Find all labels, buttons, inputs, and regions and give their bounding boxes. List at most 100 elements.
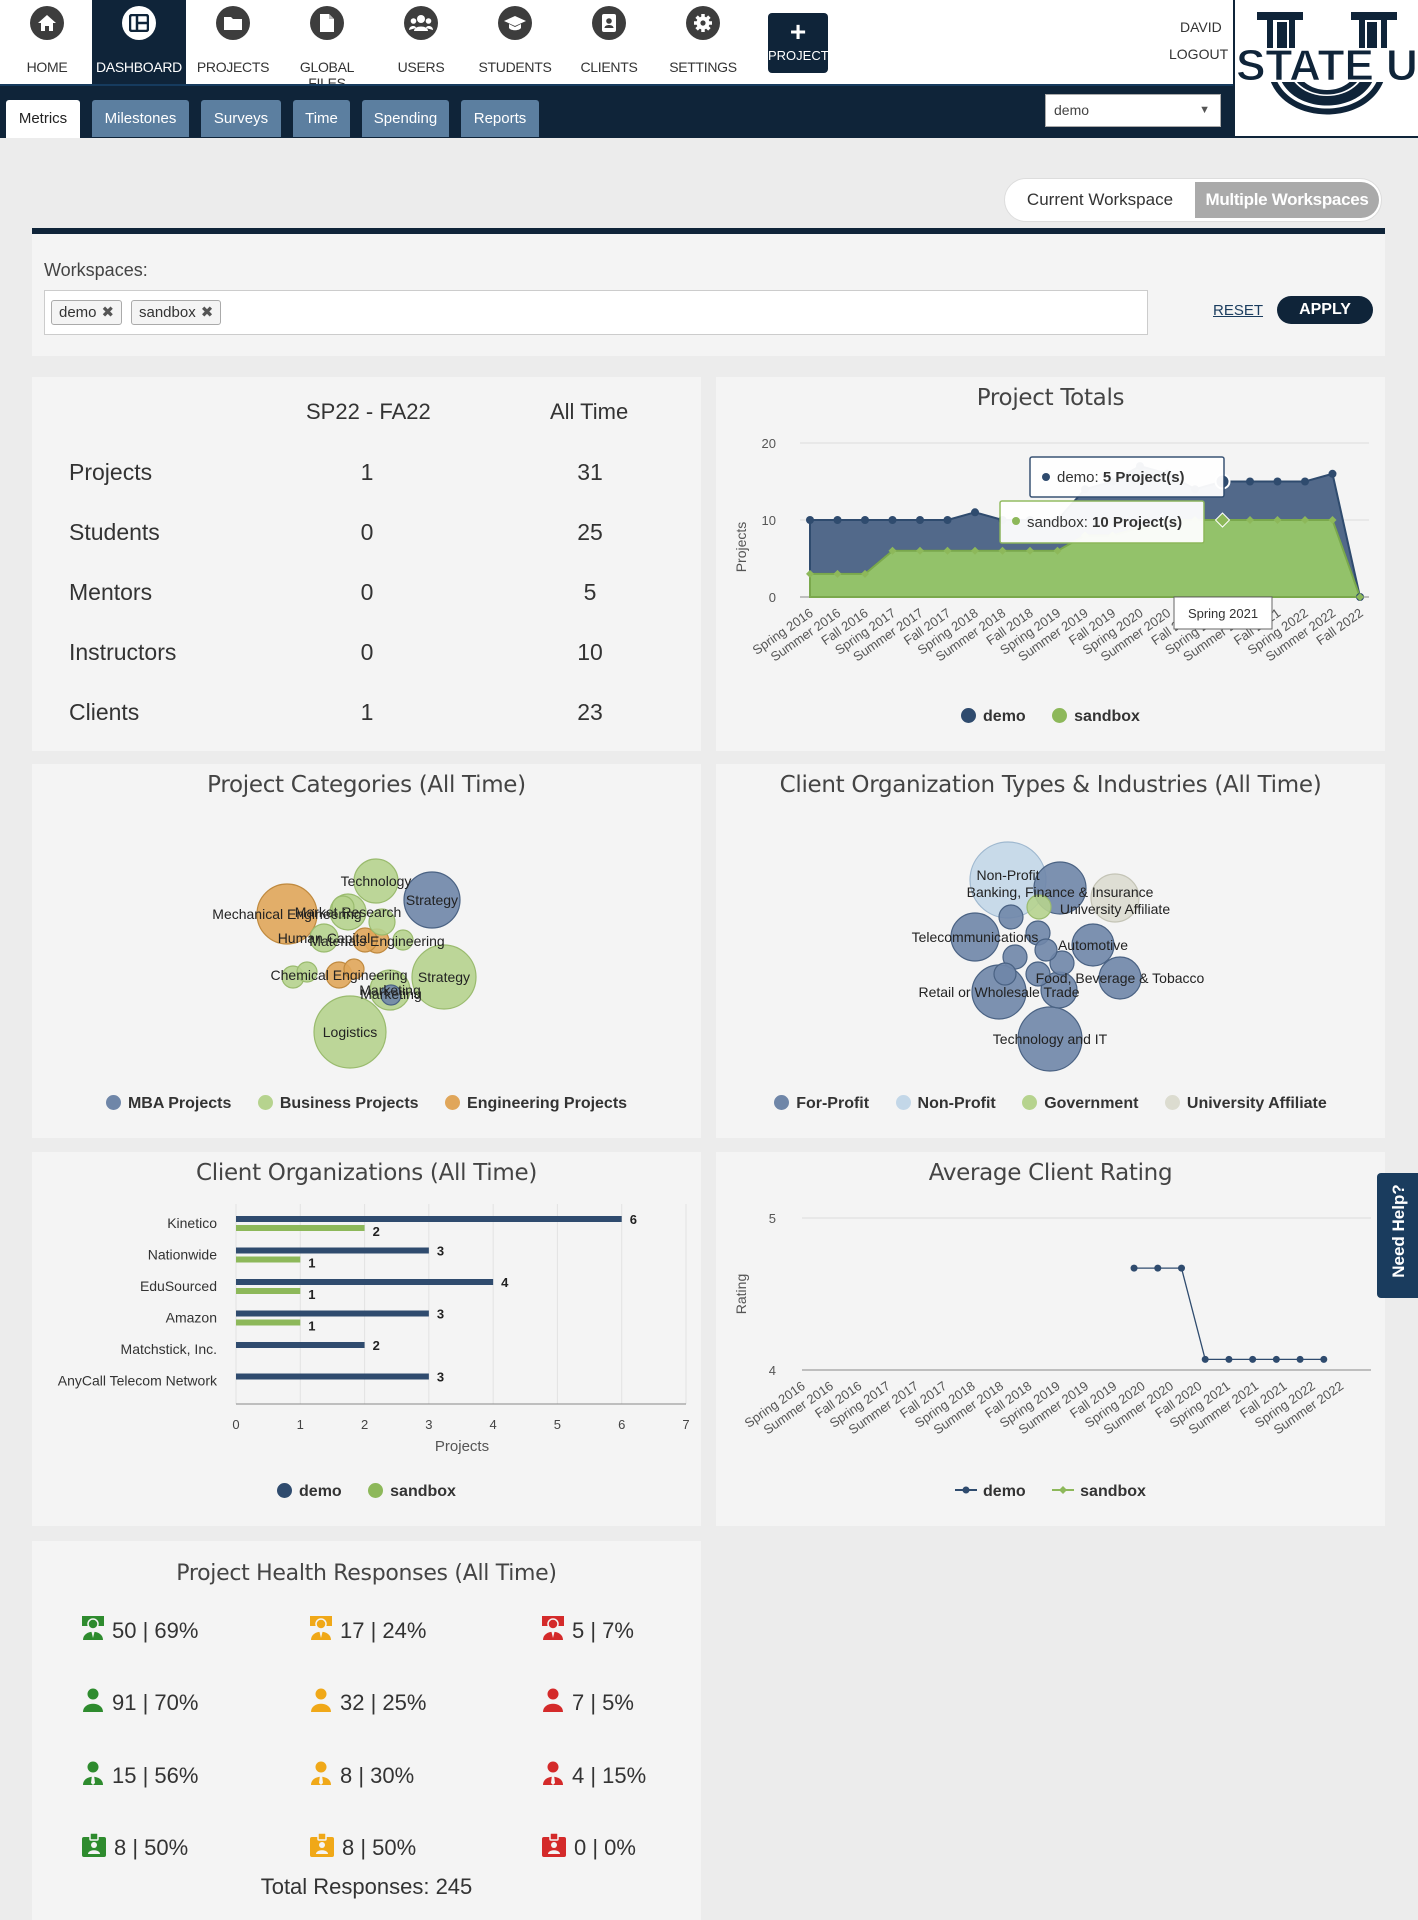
header-period: SP22 - FA22 xyxy=(306,399,431,425)
legend-demo[interactable]: demo xyxy=(955,1483,1026,1501)
workspace-chip-sandbox: sandbox ✖ xyxy=(131,300,221,325)
user-icon xyxy=(310,1688,340,1718)
header-all-time: All Time xyxy=(550,399,628,425)
workspaces-input[interactable]: demo ✖ sandbox ✖ xyxy=(44,290,1148,335)
graduation-cap-icon xyxy=(498,6,532,40)
x-tick-label: 0 xyxy=(232,1417,239,1432)
legend-university[interactable]: University Affiliate xyxy=(1165,1095,1327,1113)
legend-engineering[interactable]: Engineering Projects xyxy=(445,1095,627,1113)
data-label: 3 xyxy=(437,1370,444,1385)
chart-legend: demo sandbox xyxy=(716,1483,1385,1501)
y-tick-label: 20 xyxy=(762,436,776,451)
metric-row: Projects 1 31 xyxy=(32,459,702,489)
bubble-label: Technology and IT xyxy=(993,1031,1108,1047)
x-axis-label: Projects xyxy=(435,1438,489,1455)
bubble-label: Market Research xyxy=(295,904,402,920)
bar-demo xyxy=(236,1248,429,1254)
multiple-workspaces-option[interactable]: Multiple Workspaces xyxy=(1195,182,1379,218)
project-categories-chart[interactable]: Logistics Strategy Mechanical Engineering S… xyxy=(32,764,701,1138)
bar-demo xyxy=(236,1342,365,1348)
category-label: Matchstick, Inc. xyxy=(121,1341,217,1357)
tab-milestones[interactable]: Milestones xyxy=(92,100,189,137)
user-icon xyxy=(82,1688,112,1718)
data-point-demo xyxy=(861,516,869,524)
dashboard-icon xyxy=(122,6,156,40)
nav-clients[interactable]: CLIENTS xyxy=(562,0,656,84)
average-client-rating-panel: Average Client Rating Rating 4 5 Spring 20… xyxy=(716,1152,1385,1526)
data-point-demo xyxy=(889,516,897,524)
health-cell: 8 | 50% xyxy=(310,1833,416,1863)
bubble-label: Food, Beverage & Tobacco xyxy=(1036,970,1205,986)
current-workspace-option[interactable]: Current Workspace xyxy=(1005,179,1195,221)
legend-business[interactable]: Business Projects xyxy=(258,1095,419,1113)
workspace-select[interactable]: demo ▼ xyxy=(1045,94,1221,127)
health-cell: 15 | 56% xyxy=(82,1761,198,1791)
data-point-demo xyxy=(1273,1356,1280,1363)
reset-link[interactable]: RESET xyxy=(1213,302,1263,319)
tab-spending[interactable]: Spending xyxy=(362,100,449,137)
legend-sandbox[interactable]: sandbox xyxy=(1052,708,1140,726)
bubble-label: Telecommunications xyxy=(912,929,1039,945)
tab-time[interactable]: Time xyxy=(293,100,350,137)
tab-reports[interactable]: Reports xyxy=(461,100,539,137)
client-org-types-chart[interactable]: Non-Profit Technology and IT Retail or Who… xyxy=(716,764,1385,1138)
data-point-demo xyxy=(1297,1356,1304,1363)
svg-text:sandbox: 10 Project(s): sandbox: 10 Project(s) xyxy=(1027,514,1182,531)
legend-sandbox[interactable]: sandbox xyxy=(368,1483,456,1501)
nav-settings[interactable]: SETTINGS xyxy=(656,0,750,84)
project-categories-panel: Project Categories (All Time) Logistics S… xyxy=(32,764,701,1138)
legend-government[interactable]: Government xyxy=(1022,1095,1138,1113)
need-help-button[interactable]: Need Help? xyxy=(1377,1173,1418,1298)
id-card-icon xyxy=(592,6,626,40)
legend-demo[interactable]: demo xyxy=(277,1483,342,1501)
project-health-panel: Project Health Responses (All Time) 50 |… xyxy=(32,1541,701,1920)
data-point-demo xyxy=(1246,478,1254,486)
chart-legend: For-Profit Non-Profit Government Univers… xyxy=(716,1095,1385,1113)
state-u-logo[interactable]: STATE U xyxy=(1233,0,1418,138)
new-project-button[interactable]: + PROJECT xyxy=(768,13,828,73)
nav-dashboard[interactable]: DASHBOARD xyxy=(92,0,186,84)
chevron-down-icon: ▼ xyxy=(1199,95,1210,126)
nav-students[interactable]: STUDENTS xyxy=(468,0,562,84)
nav-users[interactable]: USERS xyxy=(374,0,468,84)
apply-button[interactable]: APPLY xyxy=(1277,296,1373,324)
user-tie-icon xyxy=(542,1761,572,1791)
client-organizations-chart[interactable]: Projects 0 1 2 3 4 5 6 7 Kinetico 6 2 Nationwide 3 1 E… xyxy=(32,1152,701,1526)
data-point-demo xyxy=(1131,1265,1138,1272)
nav-global-files[interactable]: GLOBAL FILES xyxy=(280,0,374,84)
teacher-icon xyxy=(82,1616,112,1646)
bar-sandbox xyxy=(236,1288,300,1294)
bubble-label: Non-Profit xyxy=(976,867,1039,883)
legend-mba[interactable]: MBA Projects xyxy=(106,1095,231,1113)
legend-sandbox[interactable]: sandbox xyxy=(1052,1483,1146,1501)
y-tick-label: 5 xyxy=(769,1211,776,1226)
data-point-demo xyxy=(1202,1356,1209,1363)
tab-surveys[interactable]: Surveys xyxy=(201,100,281,137)
tab-metrics[interactable]: Metrics xyxy=(6,100,80,138)
nav-projects[interactable]: PROJECTS xyxy=(186,0,280,84)
remove-icon[interactable]: ✖ xyxy=(102,304,115,321)
legend-for-profit[interactable]: For-Profit xyxy=(774,1095,869,1113)
legend-non-profit[interactable]: Non-Profit xyxy=(896,1095,996,1113)
health-cell: 0 | 0% xyxy=(542,1833,636,1863)
legend-demo[interactable]: demo xyxy=(961,708,1026,726)
health-cell: 17 | 24% xyxy=(310,1616,426,1646)
category-label: EduSourced xyxy=(140,1278,217,1294)
id-badge-icon xyxy=(82,1833,114,1863)
bubble-label: Retail or Wholesale Trade xyxy=(918,984,1079,1000)
user-name[interactable]: DAVID xyxy=(1180,19,1222,35)
workspace-chip-demo: demo ✖ xyxy=(51,300,122,325)
bar-demo xyxy=(236,1279,493,1285)
remove-icon[interactable]: ✖ xyxy=(201,304,214,321)
logout-link[interactable]: LOGOUT xyxy=(1169,46,1228,62)
data-point-demo xyxy=(1178,1265,1185,1272)
chart-legend: MBA Projects Business Projects Engineeri… xyxy=(32,1095,701,1113)
metric-row: Clients 1 23 xyxy=(32,699,702,729)
nav-home[interactable]: HOME xyxy=(0,0,94,84)
data-label: 2 xyxy=(373,1338,380,1353)
y-tick-label: 0 xyxy=(769,590,776,605)
folder-icon xyxy=(216,6,250,40)
metric-row: Instructors 0 10 xyxy=(32,639,702,669)
